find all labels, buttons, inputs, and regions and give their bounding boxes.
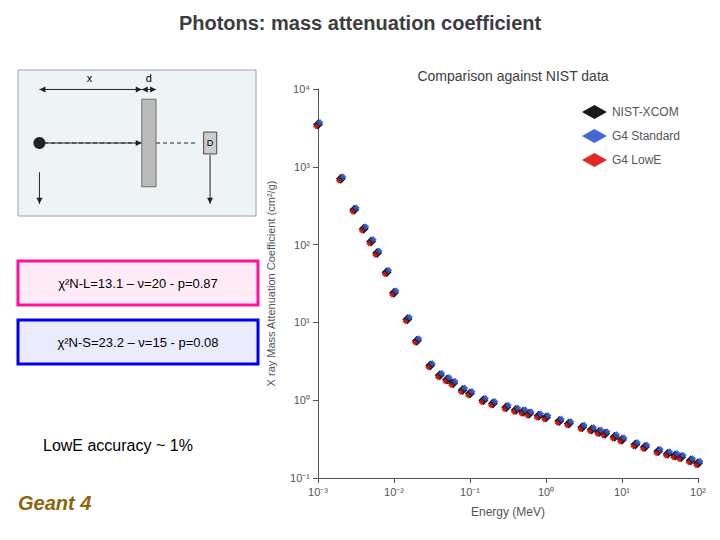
svg-text:G4 LowE: G4 LowE xyxy=(612,153,661,167)
svg-text:10²: 10² xyxy=(294,239,310,251)
svg-text:10⁰: 10⁰ xyxy=(294,394,310,406)
svg-text:10¹: 10¹ xyxy=(294,316,310,328)
svg-text:χ²N-L=13.1 – ν=20 - p=0.87: χ²N-L=13.1 – ν=20 - p=0.87 xyxy=(58,276,218,291)
svg-text:Geant 4: Geant 4 xyxy=(18,492,91,514)
svg-text:Energy (MeV): Energy (MeV) xyxy=(471,505,545,519)
svg-text:10⁰: 10⁰ xyxy=(538,486,554,498)
svg-text:10⁻¹: 10⁻¹ xyxy=(290,472,310,484)
svg-text:χ²N-S=23.2 – ν=15 - p=0.08: χ²N-S=23.2 – ν=15 - p=0.08 xyxy=(57,335,218,350)
svg-text:d: d xyxy=(146,72,152,84)
svg-text:x: x xyxy=(87,72,93,84)
svg-text:10²: 10² xyxy=(690,486,706,498)
svg-text:10³: 10³ xyxy=(294,161,310,173)
svg-text:LowE accuracy ~ 1%: LowE accuracy ~ 1% xyxy=(43,437,193,454)
svg-text:X ray Mass Attenuation Coeffic: X ray Mass Attenuation Coefficient (cm²/… xyxy=(265,181,277,387)
svg-text:10⁻¹: 10⁻¹ xyxy=(460,486,480,498)
svg-text:10⁻²: 10⁻² xyxy=(384,486,404,498)
svg-text:Photons: mass attenuation coef: Photons: mass attenuation coefficient xyxy=(179,12,542,34)
svg-text:Comparison against NIST data: Comparison against NIST data xyxy=(417,68,608,84)
svg-text:NIST-XCOM: NIST-XCOM xyxy=(612,105,679,119)
svg-text:10⁴: 10⁴ xyxy=(293,83,310,95)
svg-text:10⁻³: 10⁻³ xyxy=(308,486,328,498)
svg-text:D: D xyxy=(207,138,214,148)
svg-text:10¹: 10¹ xyxy=(614,486,630,498)
svg-text:G4 Standard: G4 Standard xyxy=(612,129,680,143)
